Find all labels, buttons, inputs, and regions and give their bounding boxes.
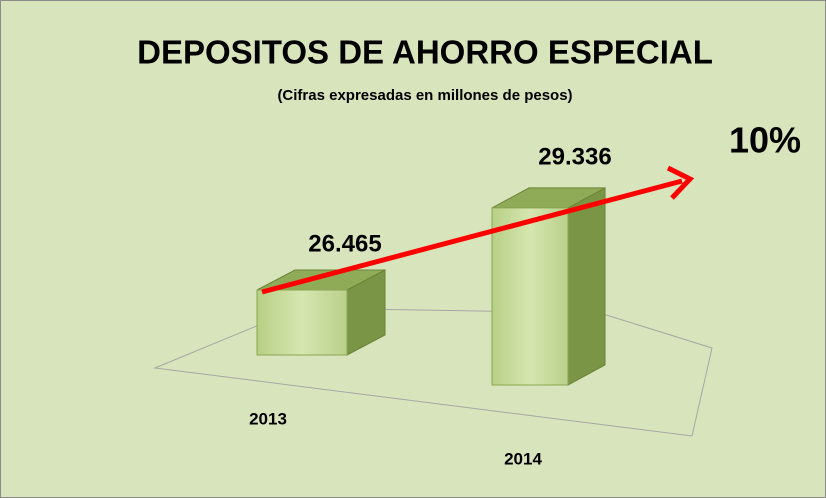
bar <box>491 187 606 386</box>
x-tick-label: 2014 <box>504 449 542 468</box>
bar-side <box>567 187 606 386</box>
data-label: 29.336 <box>538 143 611 170</box>
bars <box>256 187 606 386</box>
chart-subtitle: (Cifras expresadas en millones de pesos) <box>277 87 572 104</box>
trend-arrow <box>261 178 683 295</box>
chart-title: DEPOSITOS DE AHORRO ESPECIAL <box>137 34 713 71</box>
bar <box>256 269 386 356</box>
x-tick-label: 2013 <box>249 409 287 428</box>
data-label: 26.465 <box>308 230 381 257</box>
bar-front <box>256 289 348 356</box>
bar-front <box>491 207 569 386</box>
annotation: 10% <box>729 120 801 161</box>
trend-arrow-head <box>666 165 695 200</box>
